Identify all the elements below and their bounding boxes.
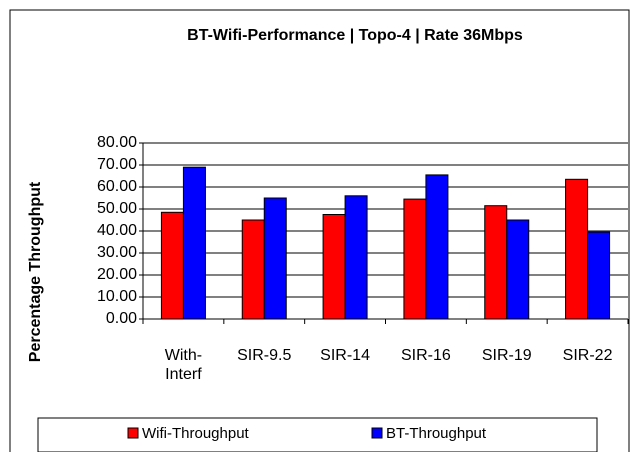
y-tick-label: 70.00 bbox=[97, 156, 137, 173]
y-tick-label: 0.00 bbox=[106, 310, 137, 327]
bar bbox=[344, 195, 368, 320]
chart-title: BT-Wifi-Performance | Topo-4 | Rate 36Mb… bbox=[187, 27, 523, 44]
bar bbox=[425, 174, 449, 320]
x-tick-label: SIR-22 bbox=[562, 347, 613, 364]
y-tick-label: 10.00 bbox=[97, 288, 137, 305]
x-tick-label: With-Interf bbox=[164, 347, 203, 383]
legend-swatch bbox=[127, 427, 139, 439]
y-tick-label: 20.00 bbox=[97, 266, 137, 283]
bar bbox=[403, 198, 427, 320]
bar bbox=[241, 219, 265, 320]
bar bbox=[506, 219, 530, 320]
legend-box bbox=[37, 417, 598, 452]
legend-label: Wifi-Throughput bbox=[142, 425, 250, 442]
bar bbox=[182, 166, 206, 320]
y-tick-label: 40.00 bbox=[97, 222, 137, 239]
y-tick-label: 80.00 bbox=[97, 134, 137, 151]
y-tick-label: 30.00 bbox=[97, 244, 137, 261]
y-tick-label: 60.00 bbox=[97, 178, 137, 195]
y-axis-label: Percentage Throughput bbox=[27, 181, 44, 362]
bar bbox=[565, 178, 589, 320]
bar bbox=[587, 231, 611, 320]
bar bbox=[484, 205, 508, 320]
x-tick-label: SIR-16 bbox=[401, 347, 451, 364]
bar bbox=[160, 211, 184, 320]
y-tick-label: 50.00 bbox=[97, 200, 137, 217]
legend-label: BT-Throughput bbox=[386, 425, 487, 442]
bar bbox=[263, 197, 287, 320]
x-tick-label: SIR-14 bbox=[320, 347, 370, 364]
x-tick-label: SIR-9.5 bbox=[237, 347, 292, 364]
bar bbox=[322, 214, 346, 320]
x-tick-label: SIR-19 bbox=[481, 347, 532, 364]
legend-swatch bbox=[371, 427, 383, 439]
